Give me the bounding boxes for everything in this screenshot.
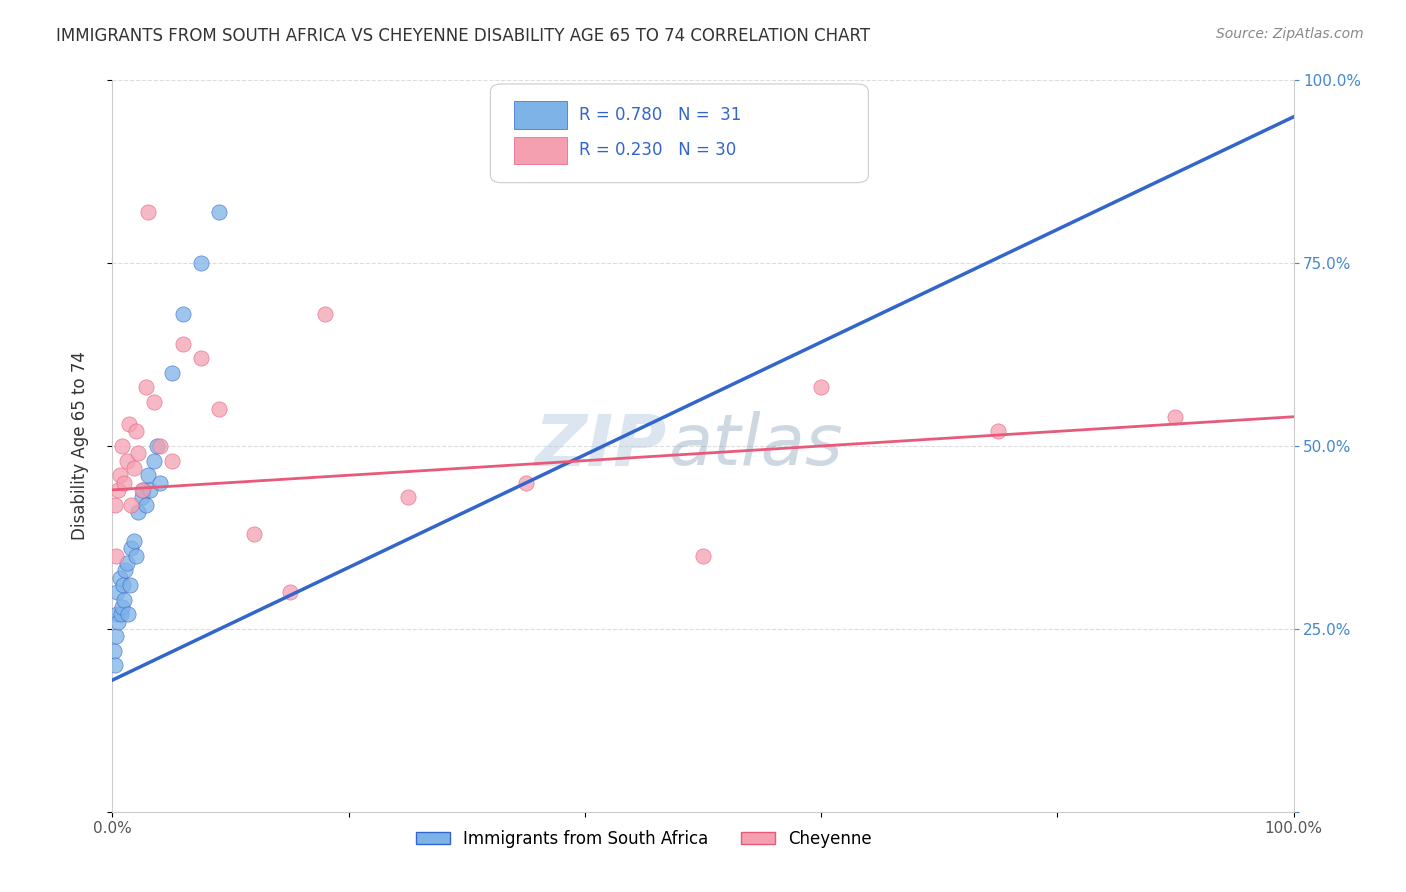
- Point: [114, 563, 136, 577]
- Point: [120, 541, 142, 556]
- Point: [105, 549, 128, 563]
- FancyBboxPatch shape: [515, 102, 567, 129]
- Point: [136, 468, 159, 483]
- Point: [112, 475, 135, 490]
- Point: [396, 490, 419, 504]
- Point: [115, 453, 138, 467]
- Point: [208, 205, 231, 219]
- Text: ZIP: ZIP: [536, 411, 668, 481]
- Point: [160, 366, 183, 380]
- Point: [112, 578, 135, 592]
- Text: IMMIGRANTS FROM SOUTH AFRICA VS CHEYENNE DISABILITY AGE 65 TO 74 CORRELATION CHA: IMMIGRANTS FROM SOUTH AFRICA VS CHEYENNE…: [56, 27, 870, 45]
- Point: [243, 526, 266, 541]
- Text: R = 0.230   N = 30: R = 0.230 N = 30: [579, 142, 737, 160]
- Point: [105, 629, 128, 643]
- Point: [115, 556, 138, 570]
- Point: [190, 351, 212, 366]
- Point: [135, 498, 157, 512]
- Point: [104, 498, 127, 512]
- Point: [105, 585, 128, 599]
- Point: [120, 498, 142, 512]
- Point: [314, 307, 336, 321]
- Point: [104, 658, 127, 673]
- Point: [190, 256, 212, 270]
- Point: [149, 475, 172, 490]
- Point: [692, 549, 714, 563]
- Y-axis label: Disability Age 65 to 74: Disability Age 65 to 74: [70, 351, 89, 541]
- FancyBboxPatch shape: [515, 136, 567, 164]
- Point: [172, 307, 194, 321]
- Point: [1164, 409, 1187, 424]
- Point: [172, 336, 194, 351]
- Point: [278, 585, 301, 599]
- Text: Source: ZipAtlas.com: Source: ZipAtlas.com: [1216, 27, 1364, 41]
- Point: [105, 607, 128, 622]
- Point: [122, 461, 145, 475]
- Point: [112, 592, 135, 607]
- Point: [987, 425, 1010, 439]
- Point: [118, 417, 141, 431]
- Point: [810, 380, 832, 394]
- Point: [125, 425, 148, 439]
- Point: [107, 615, 129, 629]
- Point: [125, 549, 148, 563]
- Point: [139, 483, 162, 497]
- Point: [131, 490, 153, 504]
- Point: [142, 453, 165, 467]
- Point: [117, 607, 139, 622]
- Point: [103, 644, 125, 658]
- Point: [515, 475, 537, 490]
- Legend: Immigrants from South Africa, Cheyenne: Immigrants from South Africa, Cheyenne: [409, 823, 879, 855]
- Point: [135, 380, 157, 394]
- Point: [136, 205, 159, 219]
- Point: [107, 483, 129, 497]
- Point: [160, 453, 183, 467]
- Point: [122, 534, 145, 549]
- Point: [110, 607, 132, 622]
- Point: [108, 468, 131, 483]
- Point: [132, 483, 155, 497]
- Point: [111, 599, 134, 614]
- Text: R = 0.780   N =  31: R = 0.780 N = 31: [579, 106, 741, 124]
- Point: [142, 395, 165, 409]
- Point: [208, 402, 231, 417]
- Point: [131, 483, 153, 497]
- Point: [146, 439, 169, 453]
- Point: [108, 571, 131, 585]
- Point: [120, 578, 142, 592]
- Text: atlas: atlas: [668, 411, 842, 481]
- Point: [149, 439, 172, 453]
- FancyBboxPatch shape: [491, 84, 869, 183]
- Point: [127, 505, 149, 519]
- Point: [111, 439, 134, 453]
- Point: [127, 446, 149, 460]
